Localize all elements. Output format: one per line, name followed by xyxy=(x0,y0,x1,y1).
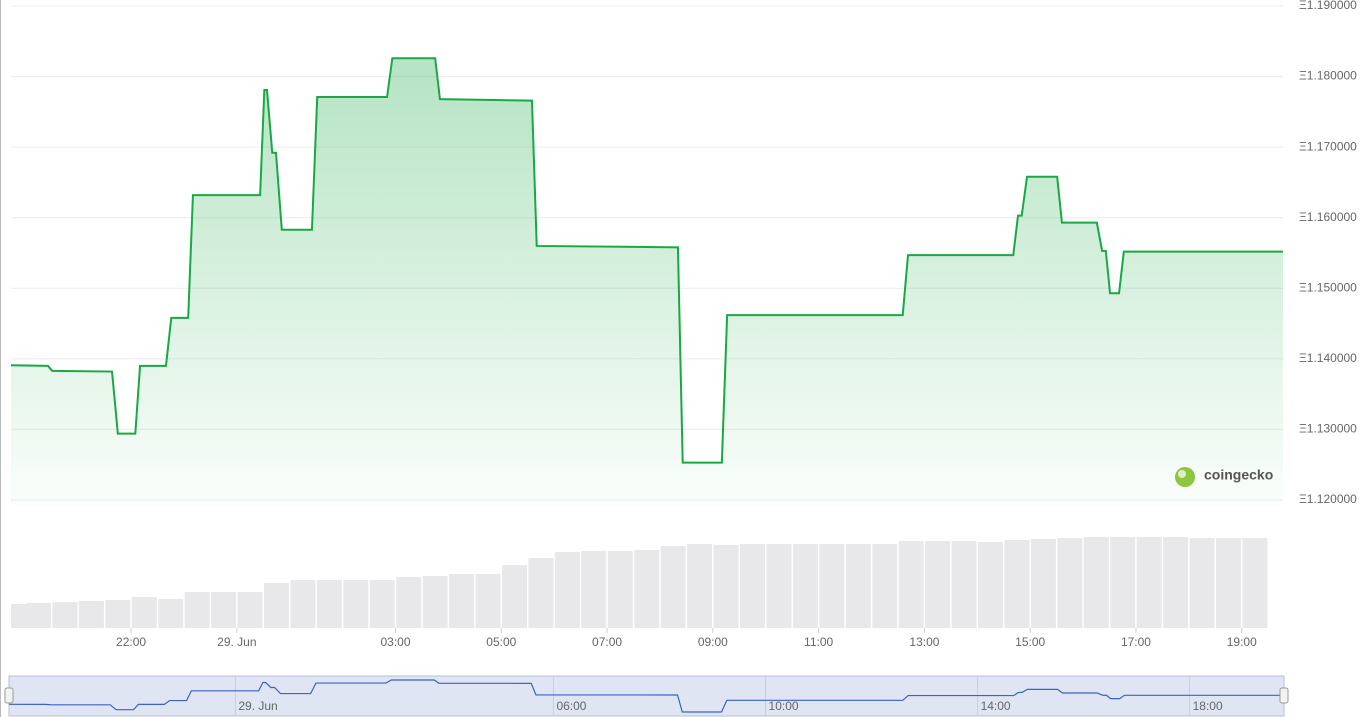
volume-bar xyxy=(1004,540,1030,628)
y-tick-label: Ξ1.190000 xyxy=(1299,0,1357,12)
volume-bar xyxy=(528,558,554,628)
y-tick-label: Ξ1.150000 xyxy=(1299,280,1357,294)
volume-bar xyxy=(766,544,792,628)
volume-bar xyxy=(607,551,633,628)
volume-bar xyxy=(396,577,422,628)
volume-bar xyxy=(1057,538,1083,628)
volume-bar xyxy=(184,592,210,628)
volume-bar xyxy=(1242,538,1268,628)
x-tick-label: 17:00 xyxy=(1121,635,1151,649)
volume-bar xyxy=(26,603,52,628)
x-tick-label: 05:00 xyxy=(486,635,516,649)
volume-bar xyxy=(792,544,818,628)
volume-bar xyxy=(369,580,395,628)
volume-bar xyxy=(316,580,342,628)
volume-bar xyxy=(554,552,580,628)
x-tick-label: 11:00 xyxy=(804,635,833,649)
volume-bar xyxy=(131,597,157,628)
volume-bar xyxy=(1189,538,1215,628)
volume-bar xyxy=(660,546,686,628)
volume-bar xyxy=(449,574,475,628)
volume-bar xyxy=(581,551,607,628)
volume-bar xyxy=(502,565,528,628)
volume-bar xyxy=(422,576,448,628)
y-tick-label: Ξ1.130000 xyxy=(1299,422,1357,436)
volume-bar xyxy=(105,600,131,628)
volume-bar xyxy=(1136,537,1162,628)
navigator-tick-label: 06:00 xyxy=(556,699,586,713)
volume-bar xyxy=(978,542,1004,628)
volume-bar xyxy=(1216,538,1242,628)
navigator-bg xyxy=(8,675,1285,717)
watermark-text: coingecko xyxy=(1204,467,1273,483)
price-area xyxy=(11,58,1283,505)
navigator-tick-label: 10:00 xyxy=(769,699,799,713)
volume-bar xyxy=(264,583,290,628)
volume-bar xyxy=(740,544,766,628)
watermark: coingecko xyxy=(1175,467,1273,487)
navigator-handle[interactable] xyxy=(4,687,14,704)
volume-bar xyxy=(475,574,501,628)
navigator-tick-label: 29. Jun xyxy=(238,699,277,713)
volume-bar xyxy=(1110,537,1136,628)
volume-bar xyxy=(634,550,660,628)
volume-bar xyxy=(872,544,898,628)
navigator-tick-label: 14:00 xyxy=(981,699,1011,713)
x-tick-label: 22:00 xyxy=(116,635,146,649)
y-tick-label: Ξ1.170000 xyxy=(1299,139,1357,153)
volume-bar xyxy=(951,541,977,628)
y-tick-label: Ξ1.180000 xyxy=(1299,69,1357,83)
volume-bar xyxy=(1030,539,1056,628)
navigator-handle[interactable] xyxy=(1279,687,1289,704)
logo-eye xyxy=(1178,470,1186,478)
volume-bar xyxy=(343,580,369,628)
volume-bar xyxy=(845,544,871,628)
navigator-tick-label: 18:00 xyxy=(1193,699,1223,713)
y-tick-label: Ξ1.160000 xyxy=(1299,210,1357,224)
volume-bar xyxy=(52,602,78,628)
volume-bar xyxy=(237,592,263,628)
volume-bar xyxy=(1083,537,1109,628)
volume-bar xyxy=(687,544,713,628)
volume-bar xyxy=(78,601,104,628)
volume-bar xyxy=(925,541,951,628)
volume-bar xyxy=(819,544,845,628)
volume-bar xyxy=(158,599,184,628)
x-tick-label: 15:00 xyxy=(1015,635,1045,649)
x-tick-label: 09:00 xyxy=(698,635,728,649)
price-line xyxy=(10,57,1283,464)
x-tick-label: 13:00 xyxy=(909,635,939,649)
volume-bar xyxy=(713,545,739,628)
x-tick-label: 29. Jun xyxy=(217,635,256,649)
navigator-line xyxy=(8,679,1284,713)
volume-bar xyxy=(898,541,924,628)
x-tick-label: 19:00 xyxy=(1227,635,1257,649)
volume-bar xyxy=(290,580,316,628)
y-tick-label: Ξ1.120000 xyxy=(1299,492,1357,506)
x-tick-label: 03:00 xyxy=(380,635,410,649)
volume-bar xyxy=(1163,537,1189,628)
x-tick-label: 07:00 xyxy=(592,635,622,649)
volume-bar xyxy=(211,592,237,628)
logo xyxy=(1175,467,1195,487)
y-tick-label: Ξ1.140000 xyxy=(1299,351,1357,365)
